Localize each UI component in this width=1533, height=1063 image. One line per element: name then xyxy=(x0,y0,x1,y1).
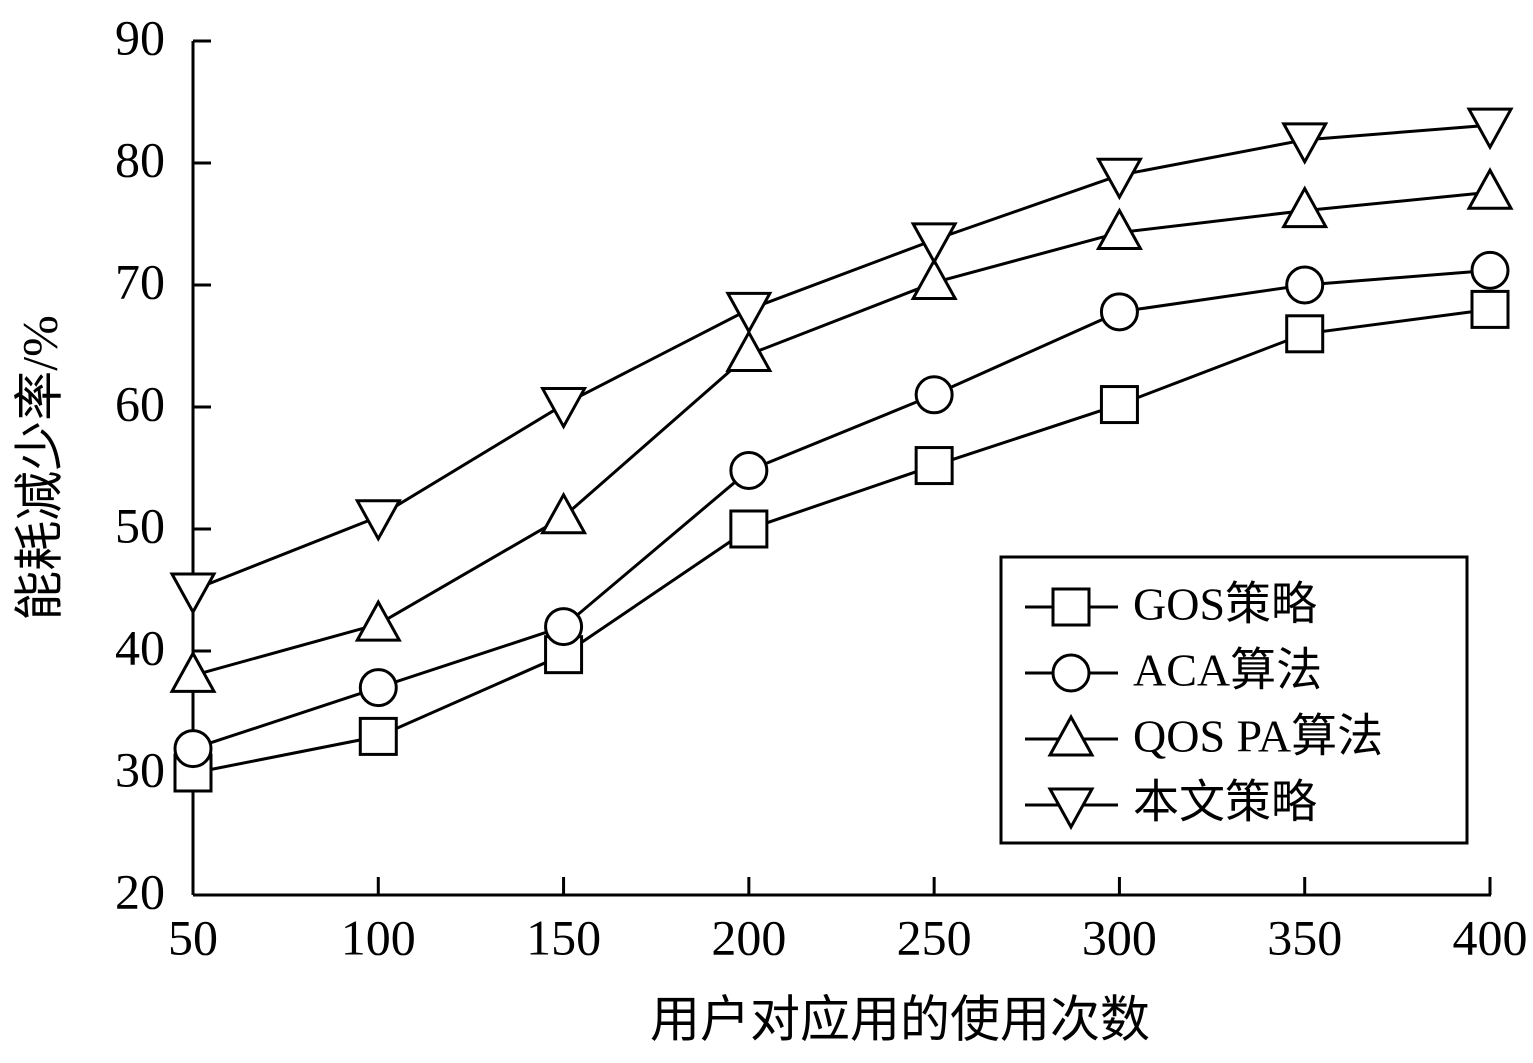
data-point xyxy=(1470,250,1510,290)
x-tick-label: 100 xyxy=(341,909,416,965)
data-point xyxy=(1285,314,1325,354)
x-tick-label: 200 xyxy=(711,909,786,965)
data-point xyxy=(1095,157,1143,201)
data-point xyxy=(1466,107,1514,151)
legend-marker xyxy=(1047,787,1095,831)
y-tick-label: 20 xyxy=(115,863,165,919)
data-point xyxy=(540,491,588,535)
y-tick-label: 40 xyxy=(115,619,165,675)
data-point xyxy=(173,729,213,769)
data-point xyxy=(169,650,217,693)
legend-label: ACA算法 xyxy=(1133,645,1322,696)
x-tick-label: 50 xyxy=(168,909,218,965)
data-point xyxy=(1281,185,1329,229)
data-point xyxy=(540,387,588,430)
y-tick-label: 70 xyxy=(115,253,165,309)
x-tick-label: 400 xyxy=(1453,909,1528,965)
series-line xyxy=(192,268,1491,751)
data-point xyxy=(1285,265,1325,305)
data-point xyxy=(725,329,773,373)
data-point xyxy=(358,716,398,756)
legend-label: QOS PA算法 xyxy=(1133,711,1383,762)
legend-marker xyxy=(1047,713,1095,757)
y-tick-label: 60 xyxy=(115,375,165,431)
legend-label: 本文策略 xyxy=(1133,777,1317,828)
data-point xyxy=(910,222,958,265)
x-tick-label: 350 xyxy=(1267,909,1342,965)
y-tick-label: 50 xyxy=(115,497,165,553)
data-point xyxy=(910,257,958,301)
x-tick-label: 250 xyxy=(897,909,972,965)
data-point xyxy=(1099,385,1139,425)
data-point xyxy=(1099,292,1139,332)
series-line xyxy=(192,190,1491,677)
legend-label: GOS策略 xyxy=(1133,579,1317,630)
data-point xyxy=(354,599,402,642)
data-point xyxy=(358,668,398,708)
y-axis-label: 能耗减少率/% xyxy=(11,315,67,621)
y-tick-label: 80 xyxy=(115,131,165,187)
data-point xyxy=(914,375,954,415)
data-point xyxy=(1470,289,1510,329)
data-point xyxy=(914,446,954,486)
series-line xyxy=(192,307,1491,775)
data-point xyxy=(354,499,402,542)
data-point xyxy=(169,572,217,616)
data-point xyxy=(1466,167,1514,210)
series-line xyxy=(192,123,1491,592)
x-axis-label: 用户对应用的使用次数 xyxy=(650,991,1150,1047)
y-tick-label: 30 xyxy=(115,741,165,797)
data-point xyxy=(1095,207,1143,251)
x-tick-label: 150 xyxy=(526,909,601,965)
x-tick-label: 300 xyxy=(1082,909,1157,965)
y-tick-label: 90 xyxy=(115,9,165,65)
data-point xyxy=(544,607,584,647)
data-point xyxy=(729,509,769,549)
data-point xyxy=(725,291,773,335)
data-point xyxy=(729,450,769,490)
legend-marker xyxy=(1051,587,1091,627)
legend-marker xyxy=(1051,653,1091,693)
data-point xyxy=(1281,122,1329,165)
